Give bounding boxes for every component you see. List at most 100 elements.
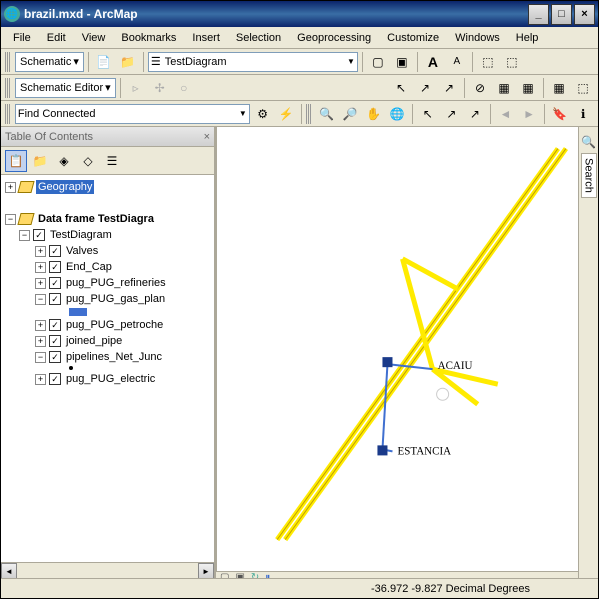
tool-icon[interactable]: ▦ <box>517 77 539 99</box>
toc-tree: + Geography − Data frame TestDiagra − ✓ … <box>1 175 214 562</box>
toc-panel: Table Of Contents × 📋 📁 ◈ ◇ ☰ + Geograph… <box>1 127 216 578</box>
expand-icon[interactable]: + <box>35 336 46 347</box>
search-icon[interactable]: 🔍 <box>581 135 596 149</box>
list-by-visibility-icon[interactable]: ◈ <box>53 150 75 172</box>
toc-close-icon[interactable]: × <box>204 131 210 143</box>
tool-icon[interactable]: ⬚ <box>501 51 523 73</box>
pan-icon[interactable]: ✋ <box>363 103 385 125</box>
tool-icon[interactable]: ▣ <box>391 51 413 73</box>
collapse-icon[interactable]: − <box>19 230 30 241</box>
editor-dropdown[interactable]: Schematic Editor▾ <box>15 78 116 98</box>
new-diagram-icon[interactable]: 📄 <box>93 51 115 73</box>
full-extent-icon[interactable]: 🌐 <box>387 103 409 125</box>
move-tool-icon[interactable]: ✢ <box>149 77 171 99</box>
expand-icon[interactable]: + <box>35 278 46 289</box>
options-icon[interactable]: ☰ <box>101 150 123 172</box>
next-icon[interactable]: ► <box>518 103 540 125</box>
tree-item-joinedpipe[interactable]: + ✓ joined_pipe <box>3 333 212 349</box>
tool-icon[interactable]: ▢ <box>367 51 389 73</box>
checkbox[interactable]: ✓ <box>49 277 61 289</box>
tree-item-pipelines[interactable]: − ✓ pipelines_Net_Junc <box>3 349 212 365</box>
tree-item-valves[interactable]: + ✓ Valves <box>3 243 212 259</box>
open-diagram-icon[interactable]: 📁 <box>117 51 139 73</box>
bookmark-icon[interactable]: 🔖 <box>549 103 571 125</box>
arrow-ne-icon[interactable]: ↗ <box>438 77 460 99</box>
search-tab[interactable]: Search <box>581 153 597 198</box>
menu-edit[interactable]: Edit <box>39 30 74 46</box>
tool-icon[interactable]: ○ <box>173 77 195 99</box>
list-by-source-icon[interactable]: 📁 <box>29 150 51 172</box>
tool-icon[interactable]: ▦ <box>548 77 570 99</box>
tree-item-gasplan[interactable]: − ✓ pug_PUG_gas_plan <box>3 291 212 307</box>
menu-bookmarks[interactable]: Bookmarks <box>113 30 184 46</box>
list-by-drawing-icon[interactable]: 📋 <box>5 150 27 172</box>
scroll-left-icon[interactable]: ◄ <box>1 563 17 578</box>
menu-help[interactable]: Help <box>508 30 547 46</box>
collapse-icon[interactable]: − <box>35 352 46 363</box>
checkbox[interactable]: ✓ <box>49 261 61 273</box>
checkbox[interactable]: ✓ <box>49 245 61 257</box>
menu-customize[interactable]: Customize <box>379 30 447 46</box>
grip[interactable] <box>5 52 11 72</box>
grip[interactable] <box>5 78 11 98</box>
font-increase-icon[interactable]: A <box>422 51 444 73</box>
scroll-right-icon[interactable]: ► <box>198 563 214 578</box>
collapse-icon[interactable]: − <box>5 214 16 225</box>
toc-scrollbar[interactable]: ◄ ► <box>1 562 214 578</box>
arrow-ne-icon[interactable]: ↗ <box>441 103 463 125</box>
tree-item-endcap[interactable]: + ✓ End_Cap <box>3 259 212 275</box>
maximize-button[interactable]: □ <box>551 4 572 25</box>
menu-geoprocessing[interactable]: Geoprocessing <box>289 30 379 46</box>
tool-icon[interactable]: ⬚ <box>572 77 594 99</box>
checkbox[interactable]: ✓ <box>49 319 61 331</box>
list-by-selection-icon[interactable]: ◇ <box>77 150 99 172</box>
clear-icon[interactable]: ⊘ <box>469 77 491 99</box>
font-decrease-icon[interactable]: A <box>446 51 468 73</box>
collapse-icon[interactable]: − <box>35 294 46 305</box>
minimize-button[interactable]: _ <box>528 4 549 25</box>
checkbox[interactable]: ✓ <box>49 335 61 347</box>
tree-item-petroche[interactable]: + ✓ pug_PUG_petroche <box>3 317 212 333</box>
expand-icon[interactable]: + <box>35 262 46 273</box>
info-icon[interactable]: ℹ <box>572 103 594 125</box>
arrow-ne-icon[interactable]: ↗ <box>464 103 486 125</box>
menu-file[interactable]: File <box>5 30 39 46</box>
close-button[interactable]: × <box>574 4 595 25</box>
grip[interactable] <box>306 104 312 124</box>
map-view[interactable]: ACAIU ESTANCIA <box>216 127 578 571</box>
expand-icon[interactable]: + <box>35 374 46 385</box>
zoom-out-icon[interactable]: 🔎 <box>339 103 361 125</box>
prev-icon[interactable]: ◄ <box>495 103 517 125</box>
main-area: Table Of Contents × 📋 📁 ◈ ◇ ☰ + Geograph… <box>1 127 598 578</box>
checkbox[interactable]: ✓ <box>49 293 61 305</box>
expand-icon[interactable]: + <box>35 320 46 331</box>
lightning-icon[interactable]: ⚡ <box>275 103 297 125</box>
tree-item-dataframe[interactable]: − Data frame TestDiagra <box>3 211 212 227</box>
expand-icon[interactable]: + <box>5 182 16 193</box>
run-icon[interactable]: ⚙ <box>252 103 274 125</box>
arrow-nw-icon[interactable]: ↖ <box>417 103 439 125</box>
grip[interactable] <box>5 104 11 124</box>
find-connected-input[interactable]: Find Connected ▼ <box>15 104 250 124</box>
menu-selection[interactable]: Selection <box>228 30 289 46</box>
tree-item-refineries[interactable]: + ✓ pug_PUG_refineries <box>3 275 212 291</box>
tree-item-electric[interactable]: + ✓ pug_PUG_electric <box>3 371 212 387</box>
tool-icon[interactable]: ⬚ <box>477 51 499 73</box>
checkbox[interactable]: ✓ <box>33 229 45 241</box>
diagram-selector[interactable]: ☰ TestDiagram ▼ <box>148 52 358 72</box>
arrow-ne-icon[interactable]: ↗ <box>414 77 436 99</box>
zoom-in-icon[interactable]: 🔍 <box>316 103 338 125</box>
select-tool-icon[interactable]: ▹ <box>125 77 147 99</box>
checkbox[interactable]: ✓ <box>49 373 61 385</box>
scroll-track[interactable] <box>17 563 198 578</box>
menu-insert[interactable]: Insert <box>184 30 228 46</box>
menu-view[interactable]: View <box>74 30 114 46</box>
tool-icon[interactable]: ▦ <box>493 77 515 99</box>
tree-item-geography[interactable]: + Geography <box>3 179 212 195</box>
arrow-nw-icon[interactable]: ↖ <box>390 77 412 99</box>
menu-windows[interactable]: Windows <box>447 30 508 46</box>
expand-icon[interactable]: + <box>35 246 46 257</box>
schematic-dropdown[interactable]: Schematic▾ <box>15 52 84 72</box>
tree-item-testdiagram[interactable]: − ✓ TestDiagram <box>3 227 212 243</box>
checkbox[interactable]: ✓ <box>49 351 61 363</box>
